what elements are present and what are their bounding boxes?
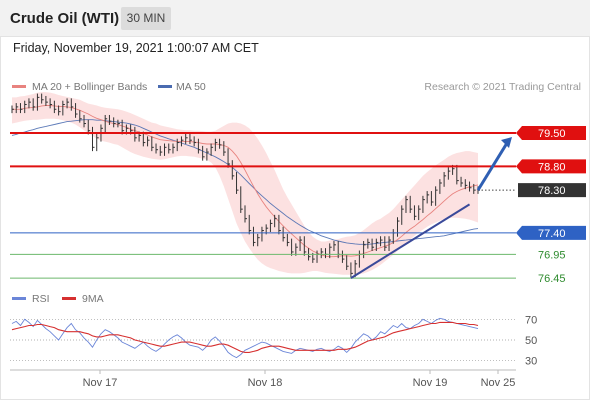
x-axis: Nov 17 Nov 18 Nov 19 Nov 25: [83, 370, 516, 389]
level-label-bg-current: [518, 183, 586, 198]
x-tick-label: Nov 25: [481, 377, 516, 389]
legend-label-ma50: MA 50: [176, 81, 206, 93]
legend-label-9ma: 9MA: [82, 293, 104, 305]
ma20-line: [12, 105, 479, 258]
legend-swatch-rsi: [12, 297, 26, 300]
level-label-resistance: 78.80: [538, 161, 566, 173]
x-tick-label: Nov 19: [413, 377, 448, 389]
rsi-line: [11, 317, 479, 359]
legend-label-ma20: MA 20 + Bollinger Bands: [32, 81, 147, 93]
level-label-current: 78.30: [538, 185, 566, 197]
legend-label-rsi: RSI: [32, 293, 50, 305]
rsi-plot: 70 50 30: [10, 314, 537, 368]
instrument-title: Crude Oil (WTI): [10, 10, 120, 27]
level-label-support: 76.45: [538, 273, 566, 285]
ma50-line: [11, 119, 479, 245]
legend-swatch-ma20: [12, 85, 26, 88]
price-levels: 79.50 78.80 78.30 77.40 76.95 76.45: [10, 126, 586, 285]
legend-swatch-9ma: [62, 297, 76, 300]
price-legend: MA 20 + Bollinger Bands MA 50 Research ©…: [12, 81, 581, 93]
forecast-arrow-line: [476, 142, 509, 191]
rsi-tick-label: 70: [525, 314, 537, 326]
level-label-bg-resistance: [516, 159, 586, 174]
rsi-legend: RSI 9MA: [12, 293, 104, 305]
copyright-text: Research © 2021 Trading Central: [424, 81, 581, 93]
x-tick-label: Nov 18: [248, 377, 283, 389]
forecast-arrow-head: [501, 137, 512, 149]
chart-datetime: Friday, November 19, 2021 1:00:07 AM CET: [13, 41, 259, 55]
header-bar: Crude Oil (WTI) 30 MIN: [0, 0, 590, 37]
legend-swatch-ma50: [158, 85, 172, 88]
level-label-pivot: 77.40: [538, 228, 566, 240]
rsi-tick-label: 30: [525, 356, 537, 368]
rsi-9ma-line: [11, 321, 479, 353]
level-label-bg-resistance: [516, 126, 586, 141]
support-trendline: [350, 203, 471, 279]
level-label-resistance: 79.50: [538, 128, 566, 140]
timeframe-button[interactable]: 30 MIN: [121, 7, 171, 30]
price-plot: [11, 92, 480, 278]
level-label-bg-pivot: [516, 225, 586, 240]
bollinger-band-area: [12, 92, 478, 275]
x-tick-label: Nov 17: [83, 377, 118, 389]
rsi-tick-label: 50: [525, 335, 537, 347]
level-label-support: 76.95: [538, 249, 566, 261]
